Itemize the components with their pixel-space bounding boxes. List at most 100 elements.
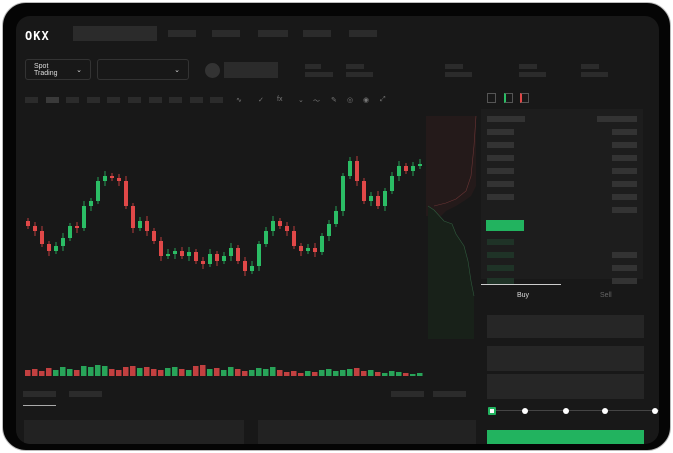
interval-button[interactable] <box>86 97 100 103</box>
volume-bar <box>130 366 136 376</box>
candle <box>264 231 268 244</box>
candle <box>152 231 156 241</box>
nav-item[interactable] <box>212 30 240 37</box>
candle <box>26 221 30 226</box>
candle <box>117 178 121 181</box>
chevron-down-icon[interactable]: ⌄ <box>298 97 304 104</box>
volume-bar <box>165 368 171 376</box>
pencil-icon[interactable]: ✎ <box>331 97 337 104</box>
ask-amount <box>612 168 637 174</box>
candle <box>138 221 142 228</box>
volume-bar <box>109 369 115 376</box>
candle <box>362 181 366 201</box>
total-input[interactable] <box>487 374 644 399</box>
positions-panel <box>258 420 476 444</box>
ask-amount <box>612 194 637 200</box>
line-icon[interactable]: ∿ <box>236 97 242 104</box>
ask-amount <box>612 155 637 161</box>
candle <box>271 221 275 231</box>
interval-button[interactable] <box>169 97 183 103</box>
bid-amount <box>612 252 637 258</box>
check-icon[interactable]: ✓ <box>258 97 264 104</box>
candle <box>376 196 380 206</box>
candle <box>229 248 233 256</box>
filter-button[interactable] <box>391 391 424 397</box>
mode-label: Spot Trading <box>34 62 58 77</box>
candle <box>89 201 93 206</box>
slider-step-25[interactable] <box>522 408 528 414</box>
nav-item[interactable] <box>303 30 331 37</box>
buy-button[interactable] <box>487 430 644 444</box>
candle <box>355 161 359 181</box>
volume-bar <box>60 367 66 376</box>
filter-button[interactable] <box>433 391 466 397</box>
slider-step-75[interactable] <box>602 408 608 414</box>
interval-button[interactable] <box>189 97 203 103</box>
fx-icon[interactable]: fx <box>277 96 283 103</box>
chevron-down-icon: ⌄ <box>76 66 82 74</box>
slider-step-50[interactable] <box>563 408 569 414</box>
volume-bar <box>361 371 367 376</box>
tab-sell[interactable]: Sell <box>600 292 612 299</box>
both-sides-icon[interactable] <box>487 93 496 103</box>
expand-icon[interactable]: ⤢ <box>380 96 386 103</box>
tab-history[interactable] <box>69 391 102 397</box>
wave-icon[interactable]: 〜 <box>313 98 320 105</box>
volume-bar <box>46 368 52 376</box>
active-tab-underline <box>23 405 56 406</box>
slider-track[interactable] <box>490 410 659 411</box>
asks-icon[interactable] <box>520 93 529 103</box>
tab-open-orders[interactable] <box>23 391 56 397</box>
spot-trading-dropdown[interactable]: Spot Trading ⌄ <box>25 59 91 80</box>
ask-amount <box>612 129 637 135</box>
magnet-icon[interactable]: ◎ <box>347 97 354 104</box>
pair-dropdown[interactable]: ⌄ <box>97 59 189 80</box>
volume-bar <box>53 370 59 376</box>
candle <box>369 196 373 201</box>
volume-bar <box>319 370 325 376</box>
volume-bar <box>354 368 360 376</box>
candle <box>285 226 289 231</box>
depth-asks-line <box>433 115 477 207</box>
candle <box>187 252 191 256</box>
slider-step-100[interactable] <box>652 408 658 414</box>
bid-price <box>487 252 514 258</box>
candle <box>54 246 58 251</box>
volume-bar <box>193 366 199 376</box>
interval-button[interactable] <box>210 97 224 103</box>
nav-item[interactable] <box>168 30 196 37</box>
target-icon[interactable]: ◉ <box>363 97 370 104</box>
nav-item[interactable] <box>349 30 377 37</box>
search-bar[interactable] <box>73 26 157 41</box>
candle <box>397 166 401 176</box>
candle <box>327 224 331 236</box>
candle <box>236 248 240 261</box>
volume-bar <box>242 371 248 376</box>
volume-bar <box>249 370 255 376</box>
candle <box>341 176 345 211</box>
volume-bar <box>151 369 157 376</box>
bids-icon[interactable] <box>504 93 513 103</box>
slider-handle[interactable] <box>488 407 496 415</box>
depth-bids <box>428 206 474 339</box>
amount-input[interactable] <box>487 346 644 371</box>
interval-button[interactable] <box>148 97 162 103</box>
interval-button[interactable] <box>66 97 80 103</box>
candlestick-chart[interactable] <box>16 106 481 376</box>
candle <box>383 191 387 206</box>
volume-bar <box>123 367 129 376</box>
ask-price <box>487 129 514 135</box>
bid-price <box>487 278 514 284</box>
nav-item[interactable] <box>258 30 288 37</box>
interval-button[interactable] <box>25 97 38 103</box>
candle <box>201 261 205 264</box>
interval-button[interactable] <box>107 97 121 103</box>
price-input[interactable] <box>487 315 644 338</box>
volume-bar <box>74 370 80 376</box>
stat-value <box>305 72 333 77</box>
ask-price <box>487 194 514 200</box>
tab-buy[interactable]: Buy <box>517 292 530 299</box>
interval-button[interactable] <box>45 97 59 103</box>
interval-button[interactable] <box>128 97 141 103</box>
ask-price <box>487 181 514 187</box>
